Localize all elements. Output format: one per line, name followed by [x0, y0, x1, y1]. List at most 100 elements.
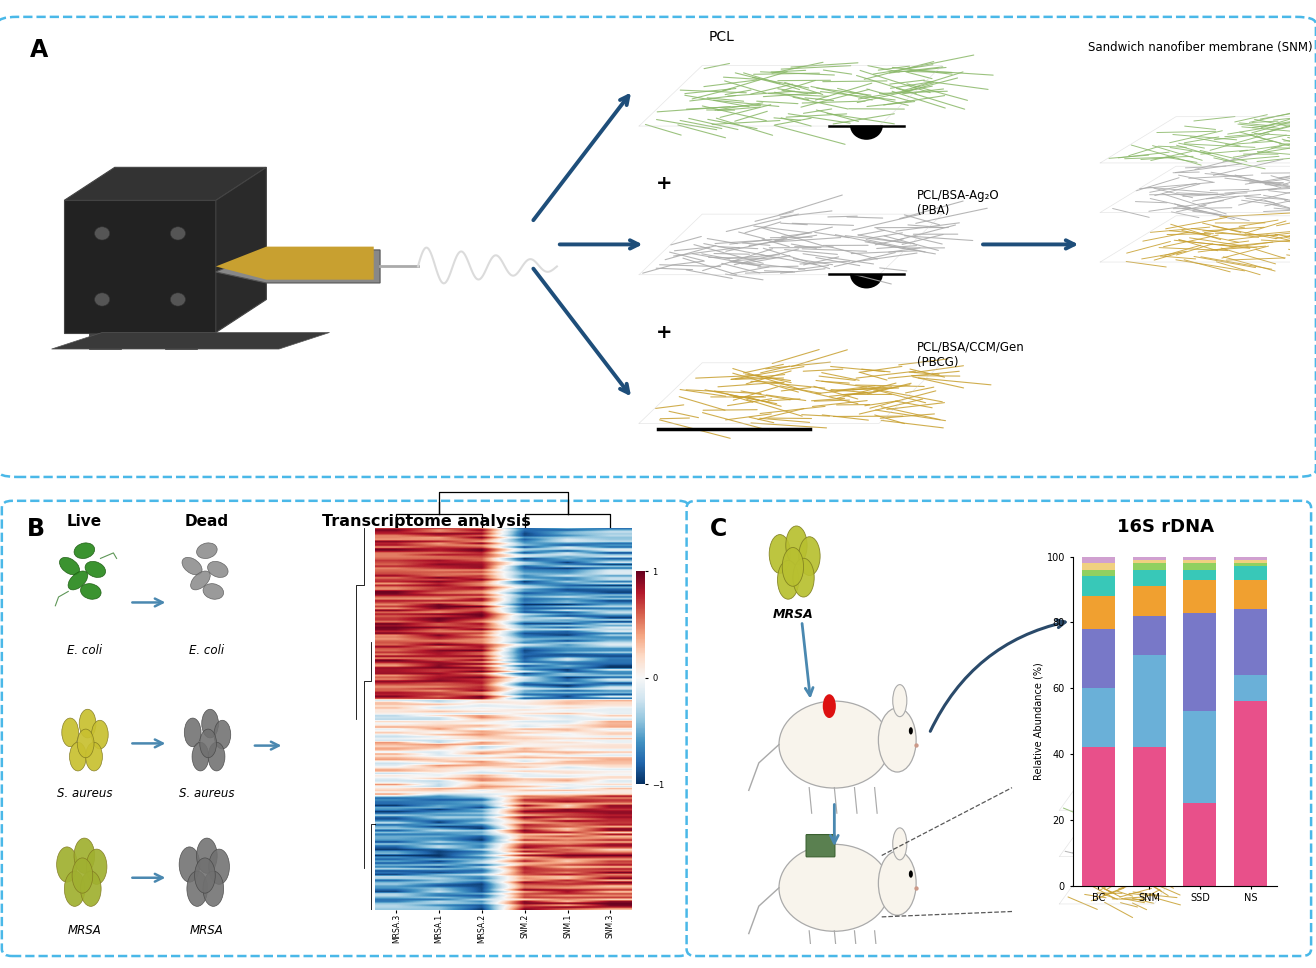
Bar	[1133, 570, 1166, 587]
Polygon shape	[166, 333, 197, 349]
Bar	[1082, 570, 1115, 576]
Circle shape	[78, 729, 93, 758]
Circle shape	[170, 293, 186, 306]
Bar	[1183, 570, 1216, 580]
Circle shape	[822, 694, 836, 718]
Bar	[1082, 688, 1115, 747]
Circle shape	[95, 227, 109, 240]
Ellipse shape	[892, 828, 907, 860]
Bar	[1133, 747, 1166, 886]
Text: +: +	[657, 323, 672, 342]
Circle shape	[64, 871, 86, 906]
Polygon shape	[216, 167, 266, 333]
Bar	[1234, 675, 1267, 702]
Text: E. coli: E. coli	[67, 645, 101, 657]
Text: PCL/BSA/CCM/Gen
(PBCG): PCL/BSA/CCM/Gen (PBCG)	[917, 341, 1025, 369]
Bar	[1082, 596, 1115, 629]
Ellipse shape	[203, 584, 224, 599]
Circle shape	[909, 870, 913, 878]
Ellipse shape	[208, 561, 228, 578]
Circle shape	[170, 227, 186, 240]
Circle shape	[778, 560, 799, 599]
Circle shape	[62, 718, 79, 746]
Text: C: C	[709, 517, 726, 541]
Ellipse shape	[68, 571, 88, 590]
Bar	[1183, 560, 1216, 563]
Bar	[1082, 557, 1115, 563]
Text: S. aureus: S. aureus	[57, 787, 112, 801]
Text: Dead: Dead	[184, 514, 229, 529]
Ellipse shape	[191, 571, 211, 590]
FancyBboxPatch shape	[1, 500, 690, 956]
Circle shape	[792, 559, 815, 597]
Polygon shape	[64, 200, 216, 333]
Bar	[1133, 616, 1166, 655]
Circle shape	[909, 727, 913, 735]
Circle shape	[770, 534, 791, 573]
Ellipse shape	[779, 844, 890, 931]
Circle shape	[799, 536, 820, 576]
Wedge shape	[850, 274, 883, 288]
Bar	[1133, 587, 1166, 616]
Circle shape	[179, 847, 200, 882]
Ellipse shape	[878, 851, 916, 916]
Text: PCL: PCL	[708, 30, 734, 44]
Circle shape	[196, 838, 217, 873]
Bar	[1183, 580, 1216, 613]
Text: +: +	[657, 174, 672, 194]
Text: Transcriptome analysis: Transcriptome analysis	[321, 514, 530, 529]
Ellipse shape	[182, 558, 203, 575]
Bar	[1082, 563, 1115, 570]
Text: B: B	[26, 517, 45, 541]
Polygon shape	[51, 333, 329, 349]
Polygon shape	[89, 333, 121, 349]
Bar	[1082, 576, 1115, 596]
Bar	[1133, 563, 1166, 570]
FancyBboxPatch shape	[687, 500, 1311, 956]
Ellipse shape	[59, 558, 79, 575]
Bar	[1082, 747, 1115, 886]
FancyBboxPatch shape	[807, 834, 834, 857]
Circle shape	[195, 858, 216, 893]
Text: MRSA: MRSA	[67, 924, 101, 937]
Ellipse shape	[80, 584, 101, 599]
Text: Live: Live	[67, 514, 101, 529]
Bar	[1183, 803, 1216, 886]
Bar	[1183, 711, 1216, 803]
Circle shape	[95, 293, 109, 306]
Ellipse shape	[86, 561, 105, 578]
Ellipse shape	[779, 701, 890, 788]
Bar	[1133, 560, 1166, 563]
Text: MRSA: MRSA	[190, 924, 224, 937]
Circle shape	[57, 847, 78, 882]
Circle shape	[87, 849, 107, 885]
Ellipse shape	[892, 684, 907, 716]
Polygon shape	[216, 250, 380, 283]
Bar	[1234, 702, 1267, 886]
Bar	[1234, 557, 1267, 560]
Polygon shape	[216, 247, 374, 280]
Circle shape	[70, 742, 87, 771]
Circle shape	[203, 871, 224, 906]
Polygon shape	[64, 167, 266, 200]
Ellipse shape	[878, 708, 916, 772]
Bar	[1234, 563, 1267, 566]
Circle shape	[74, 838, 95, 873]
Circle shape	[215, 720, 230, 749]
Circle shape	[91, 720, 108, 749]
Ellipse shape	[74, 543, 95, 559]
Text: A: A	[30, 38, 49, 62]
Circle shape	[80, 871, 101, 906]
Circle shape	[184, 718, 201, 746]
Bar	[1234, 560, 1267, 563]
Circle shape	[86, 742, 103, 771]
Bar	[1133, 557, 1166, 560]
Bar	[1183, 563, 1216, 570]
Ellipse shape	[196, 543, 217, 559]
Circle shape	[201, 710, 218, 738]
Y-axis label: Relative Abundance (%): Relative Abundance (%)	[1034, 662, 1044, 780]
Bar	[1183, 613, 1216, 711]
Text: E. coli: E. coli	[190, 645, 225, 657]
Bar	[1133, 655, 1166, 747]
Text: S. aureus: S. aureus	[179, 787, 234, 801]
